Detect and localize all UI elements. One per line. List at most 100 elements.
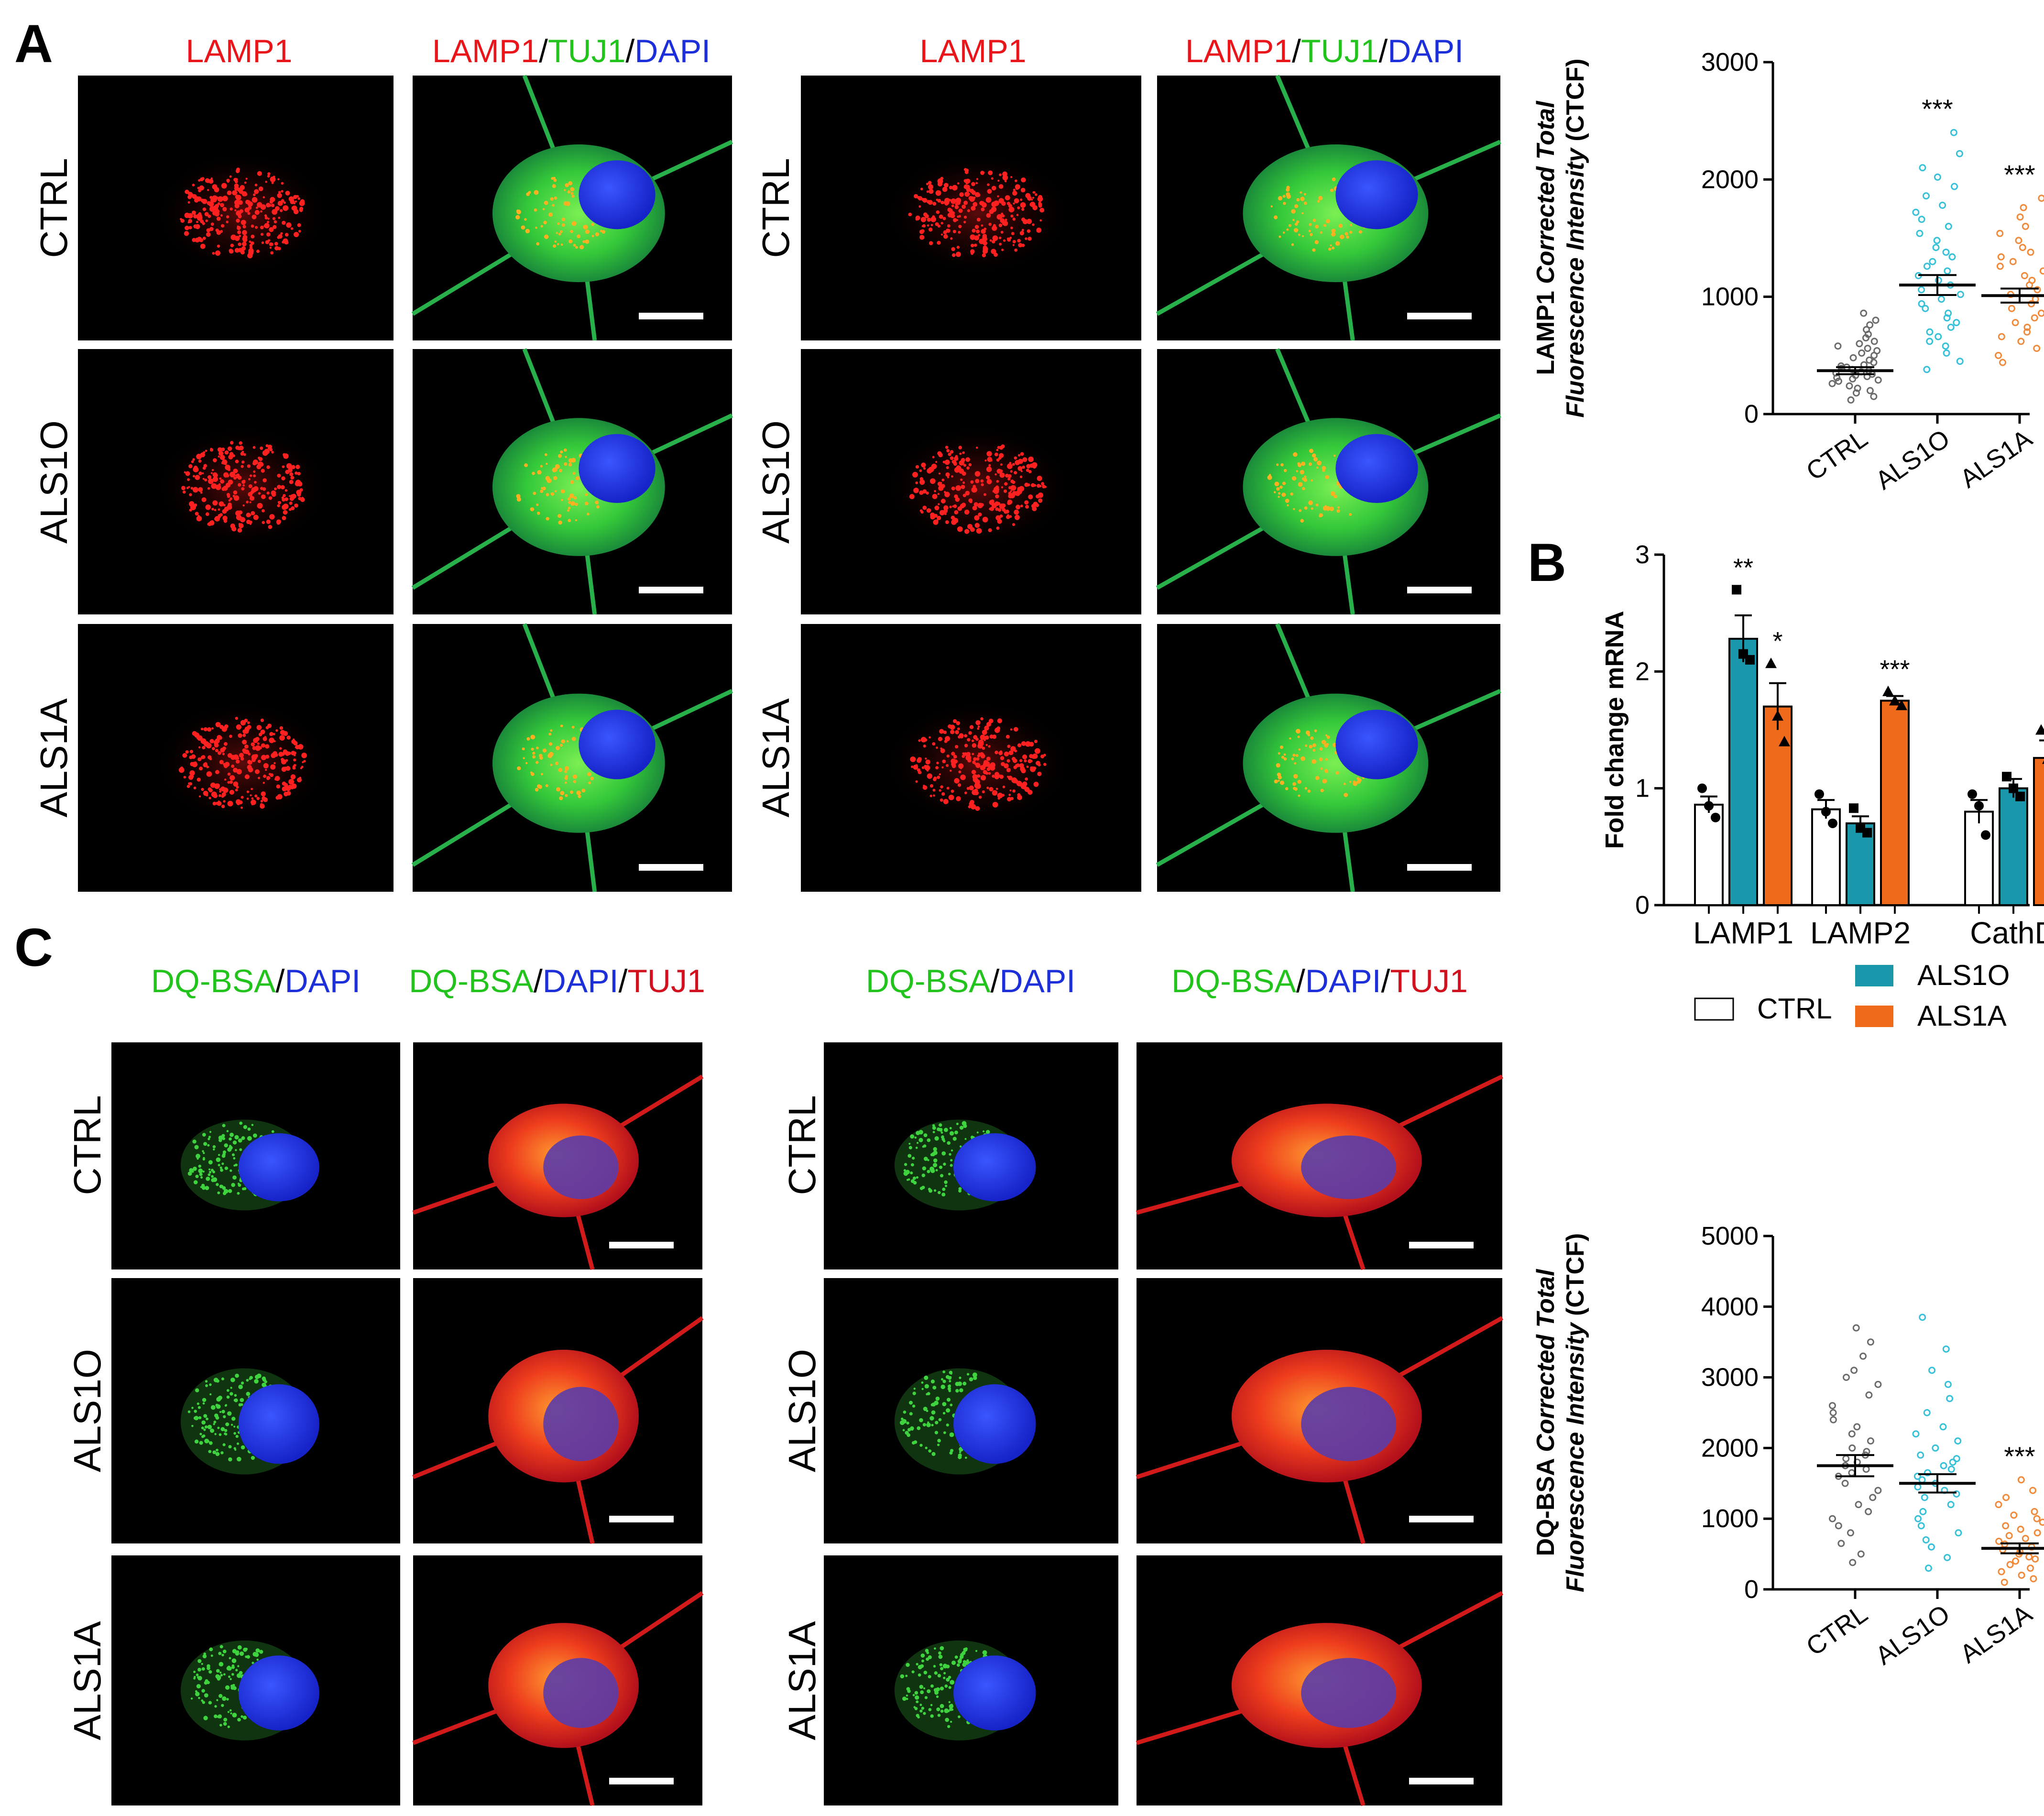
lysosome-puncta (248, 478, 251, 481)
lysosome-puncta (261, 494, 266, 499)
lysosome-puncta (1028, 470, 1032, 473)
x-tick-label: CTRL (1801, 1599, 1873, 1662)
dqbsa-puncta (216, 1669, 220, 1673)
lysosome-puncta (270, 514, 275, 519)
lysosome-puncta (195, 475, 200, 480)
lysosome-puncta (219, 760, 224, 765)
lysosome-puncta (236, 474, 239, 476)
dqbsa-puncta (932, 1126, 936, 1130)
lysosome-puncta (279, 726, 284, 730)
colocalized-puncta (1337, 506, 1340, 509)
colocalized-puncta (567, 497, 571, 501)
replicate-point (1889, 695, 1901, 706)
lysosome-puncta (1001, 486, 1004, 489)
lysosome-puncta (975, 720, 981, 725)
column-header-part: / (1378, 33, 1388, 69)
lysosome-puncta (278, 217, 281, 219)
lysosome-puncta (926, 491, 929, 495)
dqbsa-puncta (196, 1673, 199, 1676)
lysosome-puncta (1008, 750, 1014, 755)
lysosome-puncta (294, 231, 299, 237)
lysosome-puncta (982, 253, 986, 258)
lysosome-puncta (243, 230, 246, 233)
lysosome-puncta (268, 773, 271, 776)
colocalized-puncta (1278, 752, 1280, 755)
dqbsa-puncta (237, 1182, 240, 1185)
data-point (1943, 349, 1950, 357)
lysosome-puncta (984, 725, 989, 731)
data-point (1863, 1448, 1870, 1455)
lysosome-puncta (238, 733, 242, 738)
colocalized-puncta (530, 507, 535, 512)
lysosome-puncta (195, 237, 200, 243)
lysosome-puncta (192, 487, 198, 493)
dqbsa-puncta (230, 1685, 234, 1688)
bar (1728, 637, 1758, 907)
colocalized-puncta (1296, 220, 1300, 224)
lysosome-puncta (208, 214, 211, 218)
lysosome-puncta (979, 239, 984, 244)
data-point (2000, 1578, 2008, 1586)
dqbsa-puncta (220, 1427, 225, 1432)
dqbsa-puncta (942, 1411, 946, 1415)
lysosome-puncta (222, 515, 228, 521)
legend-label: ALS1A (1917, 1000, 2007, 1032)
lysosome-puncta (185, 750, 189, 754)
data-point (2002, 1494, 2010, 1501)
colocalized-puncta (532, 755, 536, 759)
dqbsa-puncta (926, 1657, 929, 1661)
nucleus (579, 710, 656, 779)
lysosome-puncta (967, 738, 971, 742)
colocalized-puncta (573, 243, 576, 247)
lysosome-puncta (273, 225, 277, 230)
lysosome-puncta (997, 792, 1003, 799)
lysosome-puncta (260, 446, 263, 450)
dqbsa-puncta (921, 1659, 924, 1663)
lysosome-puncta (183, 754, 186, 757)
nucleus (1335, 160, 1418, 230)
lysosome-puncta (991, 249, 996, 254)
lysosome-puncta (229, 789, 235, 795)
lysosome-puncta (216, 217, 221, 221)
lysosome-puncta (297, 197, 300, 200)
lysosome-puncta (192, 731, 197, 736)
lysosome-puncta (1000, 230, 1004, 234)
lysosome-puncta (272, 492, 276, 497)
colocalized-puncta (1309, 744, 1312, 749)
lysosome-puncta (267, 175, 270, 178)
column-header-part: TUJ1 (627, 963, 705, 999)
colocalized-puncta (1304, 475, 1307, 478)
dqbsa-puncta (201, 1689, 205, 1693)
colocalized-puncta (595, 232, 599, 237)
lysosome-puncta (253, 474, 256, 478)
lysosome-puncta (953, 504, 957, 508)
micrograph-a-2-0 (78, 624, 393, 892)
lysosome-puncta (214, 743, 219, 748)
lysosome-puncta (268, 239, 271, 242)
lysosome-puncta (215, 722, 221, 727)
dqbsa-puncta (229, 1137, 232, 1141)
dqbsa-puncta (937, 1674, 941, 1678)
lysosome-puncta (962, 451, 965, 454)
colocalized-puncta (1298, 794, 1301, 797)
lysosome-puncta (952, 719, 957, 723)
lysosome-puncta (214, 517, 218, 521)
lysosome-puncta (987, 189, 992, 194)
lysosome-puncta (215, 770, 219, 774)
lysosome-puncta (935, 190, 941, 196)
colocalized-puncta (1286, 188, 1290, 192)
data-point (2005, 1532, 2013, 1540)
dqbsa-puncta (924, 1384, 929, 1389)
colocalized-puncta (1349, 513, 1352, 516)
colocalized-puncta (1274, 481, 1279, 487)
colocalized-puncta (546, 493, 549, 496)
colocalized-puncta (561, 489, 565, 493)
lysosome-puncta (1036, 228, 1042, 233)
dqbsa-puncta (229, 1413, 231, 1416)
lysosome-puncta (239, 445, 244, 450)
nucleus (579, 160, 656, 230)
dqbsa-puncta (252, 1652, 258, 1657)
dqbsa-puncta (954, 1655, 958, 1659)
dqbsa-puncta (923, 1712, 926, 1715)
